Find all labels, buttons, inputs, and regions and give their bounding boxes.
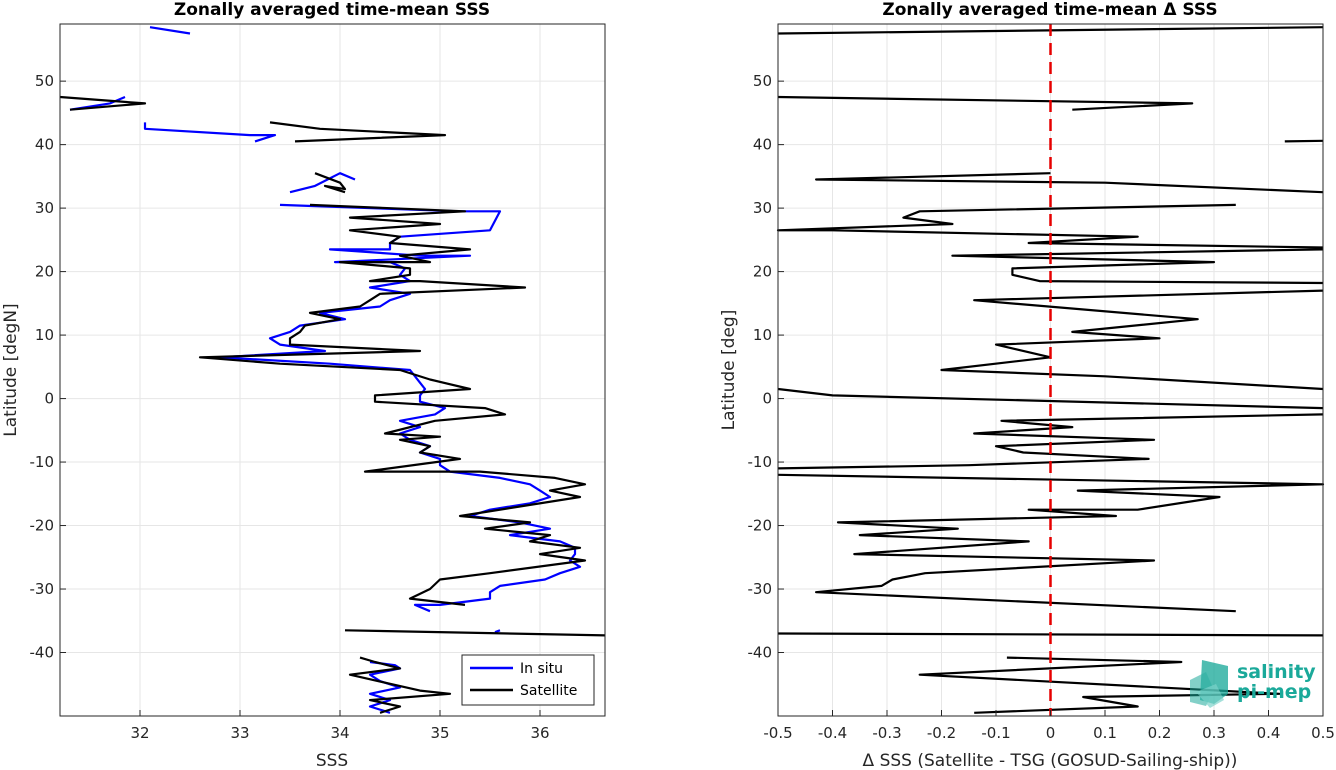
- left-ytick-label: 30: [35, 199, 54, 217]
- right-series-delta-sss-line: [777, 413, 1324, 470]
- right-series-delta-sss-line: [777, 95, 1194, 111]
- left-series-satellite-line: [344, 629, 606, 637]
- right-series-delta-sss-line: [777, 387, 1324, 410]
- left-ytick-label: 50: [35, 72, 54, 90]
- right-xtick-label: -0.2: [927, 724, 956, 742]
- right-ytick-label: -20: [748, 517, 773, 535]
- right-series-delta-sss-line: [918, 656, 1281, 714]
- left-ytick-label: 20: [35, 263, 54, 281]
- right-ytick-label: 0: [762, 390, 772, 408]
- left-series-in-situ-line: [149, 26, 191, 35]
- left-xtick-label: 35: [430, 724, 449, 742]
- logo-mark-icon: [1190, 660, 1228, 708]
- right-xtick-label: 0.5: [1311, 724, 1335, 742]
- right-title: Zonally averaged time-mean Δ SSS: [882, 0, 1217, 20]
- right-ytick-label: -40: [748, 644, 773, 662]
- right-xtick-label: -0.5: [763, 724, 792, 742]
- left-plot-area: [60, 24, 605, 716]
- left-ytick-label: 40: [35, 136, 54, 154]
- right-xtick-label: -0.1: [981, 724, 1010, 742]
- left-series-in-situ-line: [494, 629, 501, 634]
- left-ytick-label: 0: [44, 390, 54, 408]
- left-series-satellite-line: [269, 121, 447, 143]
- left-series-satellite-line: [348, 656, 452, 714]
- right-ytick-label: 20: [753, 263, 772, 281]
- left-title: Zonally averaged time-mean SSS: [174, 0, 490, 20]
- right-ytick-label: -30: [748, 580, 773, 598]
- right-series-delta-sss-line: [777, 473, 1325, 613]
- right-ylabel: Latitude [deg]: [719, 310, 739, 431]
- left-ytick-label: 10: [35, 326, 54, 344]
- left-series-in-situ-line: [143, 122, 277, 143]
- left-series-in-situ-line: [289, 172, 356, 194]
- left-series-satellite-line: [314, 172, 347, 194]
- right-ytick-label: 30: [753, 199, 772, 217]
- left-series: [59, 26, 606, 714]
- legend-box: [461, 654, 595, 706]
- right-ytick-label: 10: [753, 326, 772, 344]
- left-xtick-label: 34: [330, 724, 349, 742]
- left-ytick-label: -40: [30, 644, 55, 662]
- left-series-satellite-line: [198, 203, 587, 606]
- right-xtick-label: -0.4: [818, 724, 847, 742]
- right-series-delta-sss-line: [814, 172, 1324, 194]
- right-xtick-label: 0: [1046, 724, 1056, 742]
- left-plot-border: [59, 23, 606, 717]
- right-series-delta-sss-line: [951, 248, 1324, 285]
- right-xtick-label: 0.1: [1093, 724, 1117, 742]
- left-ytick-label: -20: [30, 517, 55, 535]
- right-xtick-label: 0.4: [1257, 724, 1281, 742]
- right-xtick-label: 0.2: [1148, 724, 1172, 742]
- right-series-delta-sss-line: [1284, 139, 1324, 143]
- legend-label-in-situ: In situ: [520, 661, 563, 677]
- logo-line2: pi-mep: [1237, 681, 1311, 703]
- legend-label-satellite: Satellite: [520, 683, 577, 699]
- right-ticks: -0.5 -0.4 -0.3 -0.2 -0.1 0 0.1 0.2 0.3 0.4 0.5 -40 -…: [748, 72, 1335, 742]
- left-xtick-label: 33: [230, 724, 249, 742]
- left-ticks: 32 33 34 35 36 -40 -30 -20 -10 0 10 20 30 40 50: [30, 72, 550, 742]
- right-xlabel: Δ SSS (Satellite - TSG (GOSUD-Sailing-sh…: [863, 751, 1238, 770]
- left-grid: [60, 24, 605, 716]
- right-xtick-label: 0.3: [1202, 724, 1226, 742]
- salinity-pi-mep-logo: salinity pi-mep: [1190, 660, 1316, 708]
- left-ytick-label: -10: [30, 453, 55, 471]
- right-ytick-label: 50: [753, 72, 772, 90]
- left-xtick-label: 32: [130, 724, 149, 742]
- right-ytick-label: 40: [753, 136, 772, 154]
- right-xtick-label: -0.3: [872, 724, 901, 742]
- right-panel: Zonally averaged time-mean Δ SSS salinit…: [719, 0, 1335, 770]
- left-xtick-label: 36: [530, 724, 549, 742]
- left-series-satellite-line: [59, 95, 147, 111]
- left-ytick-label: -30: [30, 580, 55, 598]
- legend: In situ Satellite: [461, 654, 595, 706]
- right-series-delta-sss-line: [940, 289, 1324, 391]
- logo-line1: salinity: [1237, 661, 1316, 683]
- right-ytick-label: -10: [748, 453, 773, 471]
- left-panel: Zonally averaged time-mean SSS 32 33 34 35 3…: [1, 0, 606, 770]
- left-xlabel: SSS: [316, 751, 348, 770]
- left-ylabel: Latitude [degN]: [1, 303, 21, 436]
